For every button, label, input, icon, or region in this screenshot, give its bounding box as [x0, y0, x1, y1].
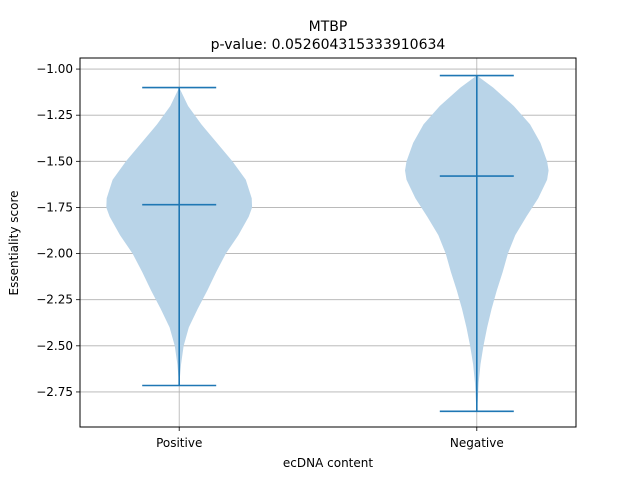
y-tick-label: −2.50 [36, 339, 73, 353]
y-tick-label: −1.75 [36, 200, 73, 214]
plot-frame [79, 57, 577, 428]
y-tick-label: −1.25 [36, 108, 73, 122]
x-tick-label: Negative [450, 436, 504, 450]
y-tick-label: −2.75 [36, 385, 73, 399]
chart-subtitle: p-value: 0.052604315333910634 [211, 37, 446, 53]
y-tick-label: −2.00 [36, 247, 73, 261]
y-tick-label: −2.25 [36, 293, 73, 307]
y-tick-label: −1.50 [36, 154, 73, 168]
x-tick-label: Positive [156, 436, 202, 450]
violin-statistics [142, 74, 514, 413]
chart-title: MTBP [309, 19, 348, 35]
y-axis-label: Essentiality score [7, 191, 21, 296]
y-tick-label: −1.00 [36, 62, 73, 76]
violin-bodies [106, 75, 549, 412]
x-axis-label: ecDNA content [283, 456, 373, 470]
axis-ticks: −1.00 −1.25 −1.50 −1.75 −2.00 −2.25 −2.50 −2.75… [36, 62, 504, 450]
